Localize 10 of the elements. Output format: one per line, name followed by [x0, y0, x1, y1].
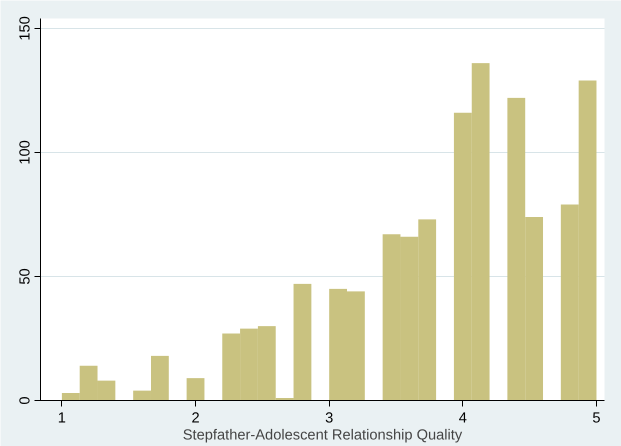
- y-tick-label: 150: [18, 16, 34, 41]
- x-tick-label: 1: [58, 410, 66, 426]
- x-tick-label: 5: [592, 410, 601, 426]
- x-tick-label: 3: [325, 410, 334, 426]
- x-tick-label: 2: [191, 410, 200, 426]
- x-axis-title: Stepfather-Adolescent Relationship Quality: [182, 428, 463, 444]
- y-tick-label: 50: [18, 268, 34, 285]
- y-tick-label: 100: [18, 140, 34, 165]
- y-tick-label: 0: [18, 396, 34, 405]
- x-tick-label: 4: [458, 410, 467, 426]
